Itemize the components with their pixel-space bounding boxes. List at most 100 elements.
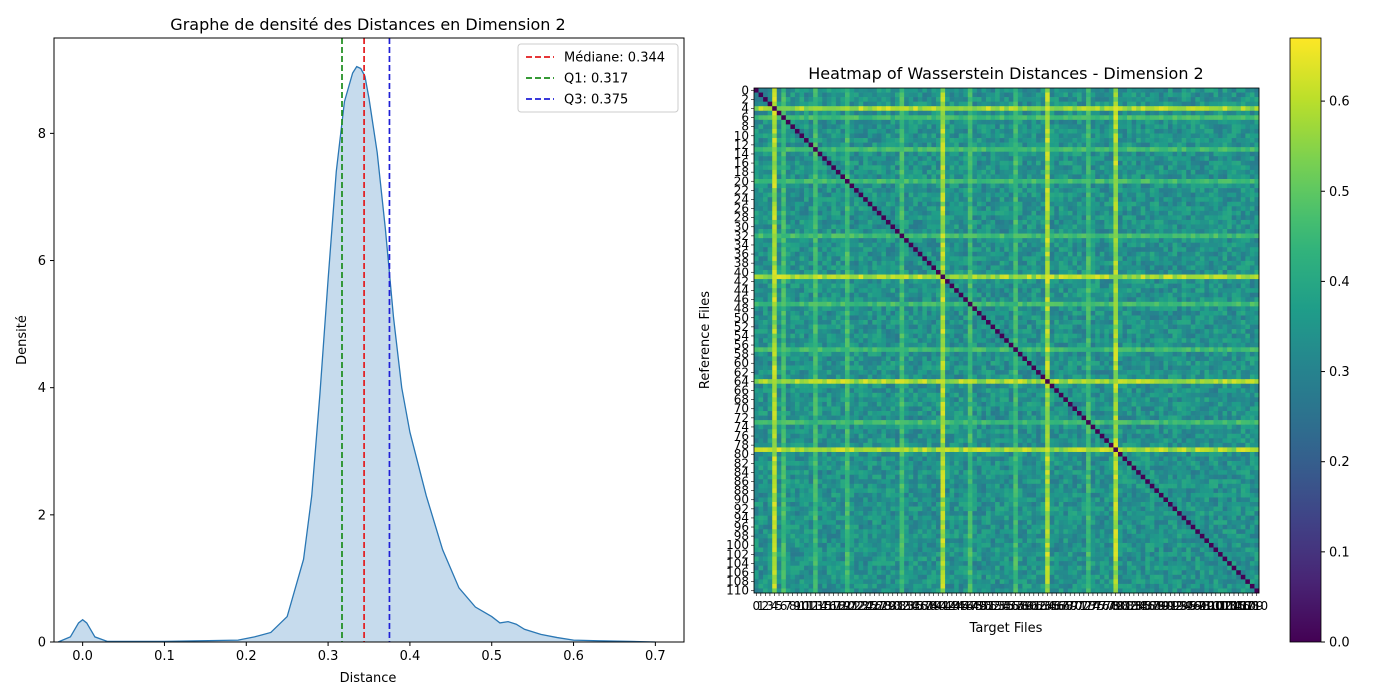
heatmap-cell: [917, 274, 923, 280]
heatmap-cell: [940, 269, 946, 275]
heatmap-cell: [1154, 269, 1160, 275]
heatmap-cell: [1199, 283, 1205, 289]
heatmap-cell: [922, 256, 928, 262]
heatmap-cell: [895, 128, 900, 134]
heatmap-cell: [781, 128, 787, 134]
heatmap-cell: [772, 188, 778, 193]
heatmap-cell: [1158, 174, 1164, 180]
heatmap-cell: [1086, 88, 1092, 93]
heatmap-cell: [1213, 147, 1219, 153]
heatmap-cell: [1131, 197, 1137, 203]
heatmap-cell: [1218, 110, 1223, 116]
heatmap-cell: [1108, 124, 1114, 130]
heatmap-cell: [1077, 188, 1082, 193]
heatmap-cell: [758, 106, 764, 112]
heatmap-cell: [1154, 138, 1160, 143]
heatmap-cell: [767, 151, 773, 157]
heatmap-cell: [876, 269, 882, 275]
heatmap-cell: [972, 283, 978, 289]
heatmap-cell: [908, 124, 914, 130]
heatmap-cell: [840, 269, 846, 275]
heatmap-cell: [1145, 260, 1151, 266]
heatmap-cell: [922, 151, 928, 157]
heatmap-cell: [972, 197, 978, 203]
heatmap-cell: [1127, 192, 1132, 198]
heatmap-cell: [1204, 279, 1210, 284]
heatmap-cell: [1090, 197, 1096, 203]
heatmap-cell: [872, 133, 878, 139]
heatmap-cell: [1040, 219, 1046, 225]
heatmap-cell: [1149, 101, 1155, 107]
heatmap-cell: [1163, 178, 1169, 184]
heatmap-cell: [872, 165, 878, 171]
heatmap-cell: [808, 269, 814, 275]
heatmap-cell: [1067, 265, 1073, 271]
heatmap-cell: [1231, 174, 1237, 180]
heatmap-cell: [890, 128, 896, 134]
heatmap-cell: [1099, 265, 1105, 271]
heatmap-cell: [790, 124, 796, 130]
heatmap-cell: [1099, 115, 1105, 121]
heatmap-cell: [922, 229, 928, 234]
heatmap-cell: [967, 233, 973, 239]
heatmap-cell: [808, 251, 814, 257]
heatmap-cell: [1136, 138, 1142, 143]
heatmap-cell: [1231, 92, 1237, 98]
heatmap-cell: [1086, 178, 1092, 184]
heatmap-cell: [1022, 224, 1028, 230]
heatmap-cell: [763, 106, 768, 112]
heatmap-cell: [976, 238, 982, 244]
heatmap-cell: [1131, 119, 1137, 125]
heatmap-cell: [1158, 238, 1164, 244]
heatmap-cell: [863, 224, 869, 230]
heatmap-cell: [1077, 197, 1082, 203]
heatmap-cell: [1172, 251, 1178, 257]
heatmap-cell: [986, 201, 991, 207]
heatmap-cell: [754, 192, 759, 198]
heatmap-cell: [758, 119, 764, 125]
heatmap-cell: [776, 274, 782, 280]
heatmap-cell: [758, 101, 764, 107]
heatmap-cell: [826, 133, 832, 139]
heatmap-cell: [1077, 242, 1082, 248]
heatmap-cell: [1127, 178, 1132, 184]
heatmap-cell: [1149, 92, 1155, 98]
heatmap-cell: [1049, 238, 1055, 244]
heatmap-cell: [1040, 269, 1046, 275]
heatmap-cell: [844, 174, 850, 180]
heatmap-cell: [1036, 178, 1041, 184]
heatmap-cell: [1054, 147, 1060, 153]
heatmap-cell: [1095, 178, 1101, 184]
heatmap-cell: [1227, 165, 1233, 171]
heatmap-cell: [995, 233, 1001, 239]
heatmap-cell: [1149, 192, 1155, 198]
heatmap-cell: [1195, 174, 1201, 180]
heatmap-cell: [776, 165, 782, 171]
heatmap-cell: [890, 238, 896, 244]
heatmap-cell: [1199, 242, 1205, 248]
heatmap-cell: [922, 106, 928, 112]
heatmap-cell: [1145, 97, 1151, 102]
heatmap-cell: [1154, 192, 1160, 198]
heatmap-cell: [1031, 183, 1037, 189]
heatmap-cell: [785, 188, 791, 193]
heatmap-cell: [1177, 229, 1183, 234]
heatmap-cell: [1245, 229, 1251, 234]
heatmap-cell: [1195, 92, 1201, 98]
heatmap-cell: [1231, 115, 1237, 121]
heatmap-cell: [849, 256, 855, 262]
heatmap-cell: [999, 151, 1005, 157]
heatmap-cell: [1145, 224, 1151, 230]
heatmap-cell: [926, 101, 932, 107]
heatmap-cell: [958, 142, 964, 148]
heatmap-cell: [1086, 206, 1092, 212]
heatmap-cell: [999, 142, 1005, 148]
heatmap-cell: [1231, 224, 1237, 230]
heatmap-cell: [1017, 183, 1023, 189]
heatmap-cell: [895, 151, 900, 157]
heatmap-cell: [1204, 256, 1210, 262]
heatmap-cell: [1122, 265, 1128, 271]
heatmap-cell: [840, 197, 846, 203]
heatmap-cell: [1013, 138, 1019, 143]
heatmap-cell: [904, 279, 910, 284]
